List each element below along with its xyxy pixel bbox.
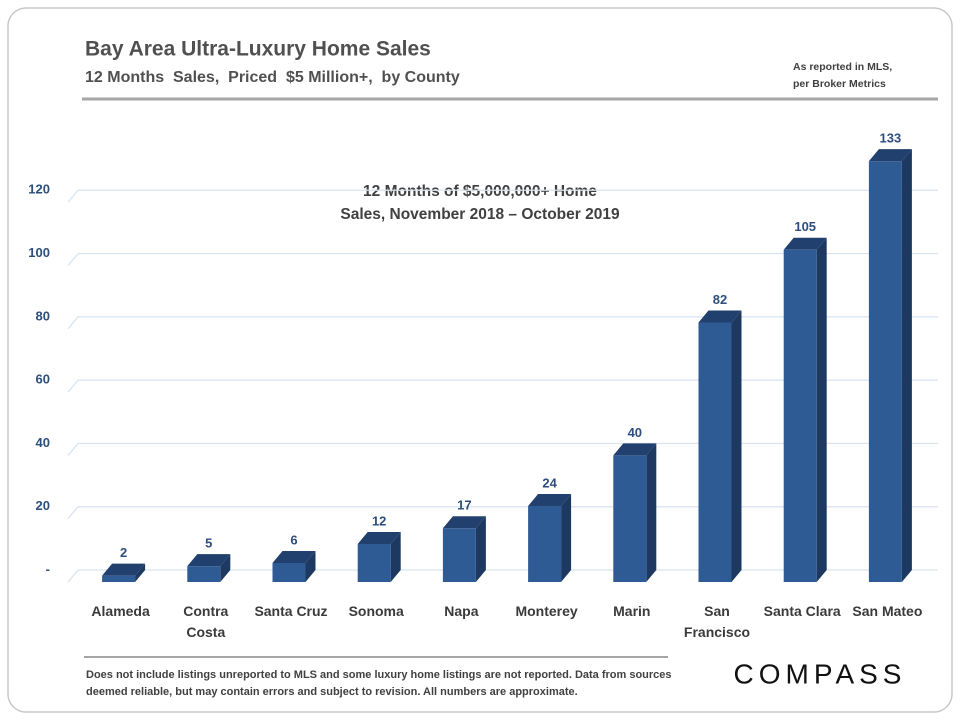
logo: COMPASS	[734, 658, 907, 689]
chart-title: Bay Area Ultra-Luxury Home Sales	[85, 38, 431, 61]
data-label: 12	[372, 513, 386, 528]
data-label: 82	[713, 292, 727, 307]
bar-face	[901, 149, 912, 582]
data-label: 17	[457, 498, 471, 513]
bar-face	[816, 237, 827, 582]
bar	[102, 563, 146, 582]
bar-face	[646, 443, 657, 582]
x-tick-label: Santa Clara	[763, 603, 841, 619]
bar-face	[102, 575, 136, 582]
bar-face	[698, 310, 742, 323]
x-tick-label: Alameda	[91, 603, 150, 619]
bar-face	[220, 554, 231, 582]
data-label: 24	[542, 475, 557, 490]
bar	[868, 149, 912, 582]
data-label: 40	[628, 425, 642, 440]
footnote: Does not include listings unreported to …	[86, 669, 672, 698]
grid-line	[67, 316, 938, 330]
bar-face	[442, 516, 486, 529]
grid-line	[67, 189, 938, 203]
x-tick-label: San Mateo	[852, 603, 923, 619]
bar-face	[561, 494, 572, 582]
data-label: 133	[880, 131, 902, 146]
bar-face	[528, 506, 562, 582]
grid-line	[67, 379, 938, 393]
bar-face	[442, 528, 476, 582]
bar-face	[868, 161, 902, 582]
grid-line	[67, 252, 938, 266]
y-tick-label: 40	[36, 435, 50, 450]
bar-face	[187, 554, 231, 567]
x-tick-label: Sonoma	[348, 603, 404, 619]
annotation: Sales, November 2018 – October 2019	[340, 206, 620, 223]
x-tick-label: San Francisco	[683, 603, 751, 640]
bar-face	[135, 563, 146, 582]
y-tick-label: -	[46, 561, 50, 576]
y-tick-label: 80	[36, 308, 50, 323]
bar	[442, 516, 486, 582]
x-tick-label: Monterey	[515, 603, 578, 619]
bar-face	[357, 532, 401, 545]
bar-face	[868, 149, 912, 162]
bar-face	[390, 532, 401, 582]
bar-face	[783, 237, 827, 250]
bar-face	[102, 563, 146, 576]
bar-face	[475, 516, 486, 582]
bar-face	[305, 551, 316, 582]
bar-face	[698, 322, 732, 582]
x-tick-label: Napa	[444, 603, 479, 619]
chart-subtitle: 12 Months Sales, Priced $5 Million+, by …	[85, 69, 460, 86]
data-label: 5	[205, 536, 212, 551]
bar	[272, 551, 316, 582]
x-tick-label: Contra Costa	[183, 603, 229, 640]
bar	[187, 554, 231, 582]
x-tick-label: Santa Cruz	[254, 603, 328, 619]
bar	[698, 310, 742, 582]
bar-face	[783, 249, 817, 582]
bar-face	[357, 544, 391, 582]
bar	[613, 443, 657, 582]
data-label: 2	[120, 545, 127, 560]
bar	[528, 494, 572, 582]
note: As reported in MLS,	[793, 61, 892, 73]
bar-face	[613, 455, 647, 582]
bar-face	[528, 494, 572, 507]
y-tick-label: 20	[36, 498, 50, 513]
bar-face	[613, 443, 657, 456]
data-label: 105	[794, 219, 816, 234]
data-label: 6	[290, 532, 297, 547]
note: per Broker Metrics	[793, 78, 886, 90]
bar	[357, 532, 401, 582]
bar-face	[272, 563, 306, 582]
bar-face	[187, 566, 221, 582]
bar-face	[731, 310, 742, 582]
annotation: 12 Months of $5,000,000+ Home	[363, 183, 597, 200]
y-tick-label: 100	[28, 245, 50, 260]
x-tick-label: Marin	[613, 603, 651, 619]
bar-face	[272, 551, 316, 564]
y-tick-label: 60	[36, 372, 50, 387]
y-tick-label: 120	[28, 182, 50, 197]
bar	[783, 237, 827, 582]
